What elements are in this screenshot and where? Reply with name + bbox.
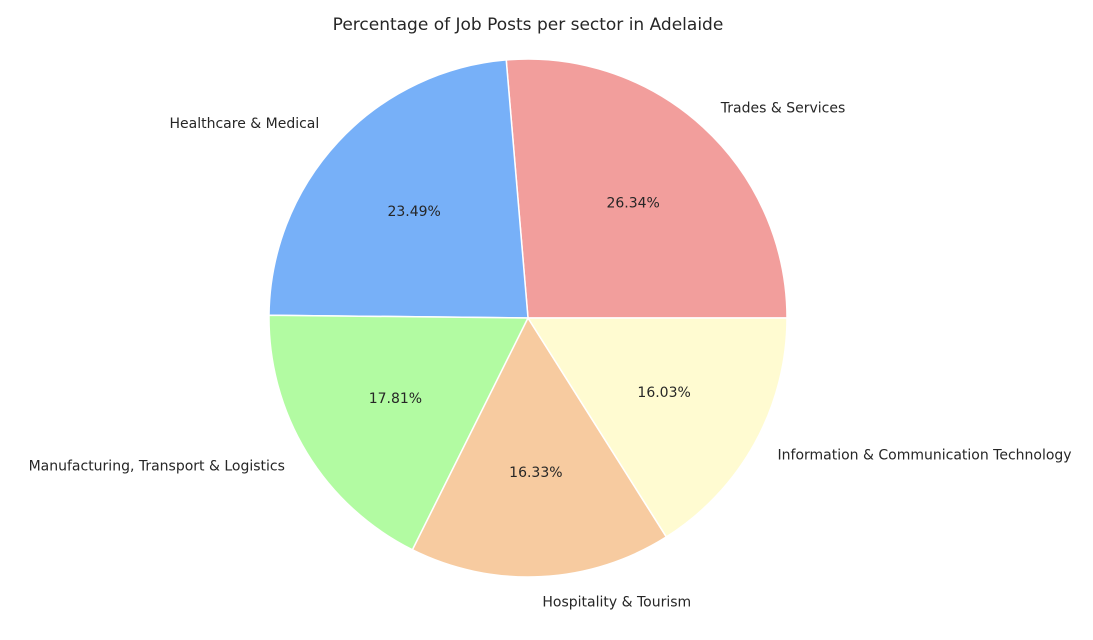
pie-percent-label-trades-and-services: 26.34% (606, 196, 659, 212)
pie-slice-hospitality-and-tourism (411, 317, 668, 578)
pie-percent-label-healthcare-and-medical: 23.49% (387, 204, 440, 220)
pie-labels: 26.34% Trades & Services 23.49% Healthcare … (29, 100, 1072, 610)
pie-slice-manufacturing-transport-and-logistics (268, 314, 529, 551)
chart-title: Percentage of Job Posts per sector in Ad… (333, 15, 724, 35)
pie-category-label-information-and-communication-technology: Information & Communication Technology (778, 447, 1072, 463)
pie-slice-information-and-communication-technology (527, 317, 788, 538)
pie-slices (268, 58, 788, 578)
pie-category-label-healthcare-and-medical: Healthcare & Medical (170, 116, 320, 132)
pie-percent-label-hospitality-and-tourism: 16.33% (509, 465, 562, 481)
pie-percent-label-manufacturing-transport-and-logistics: 17.81% (369, 391, 422, 407)
pie-category-label-manufacturing-transport-and-logistics: Manufacturing, Transport & Logistics (29, 459, 285, 475)
pie-category-label-trades-and-services: Trades & Services (720, 100, 845, 116)
pie-category-label-hospitality-and-tourism: Hospitality & Tourism (542, 595, 691, 611)
pie-slice-trades-and-services (505, 58, 788, 319)
pie-slice-healthcare-and-medical (268, 59, 529, 319)
pie-percent-label-information-and-communication-technology: 16.03% (637, 385, 690, 401)
